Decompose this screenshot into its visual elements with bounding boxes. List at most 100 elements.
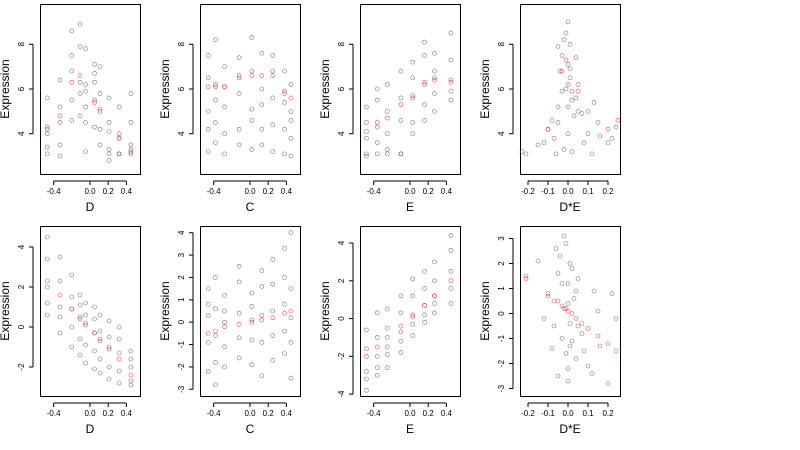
- fitted-point: [83, 322, 88, 328]
- observed-point: [579, 111, 585, 116]
- observed-point: [541, 140, 547, 145]
- observed-point: [364, 388, 369, 393]
- observed-point: [422, 312, 427, 318]
- observed-point: [613, 124, 619, 130]
- y-axis-title: Expression: [0, 59, 12, 118]
- observed-point: [236, 279, 242, 285]
- plot-frame: [520, 226, 621, 397]
- fitted-point: [595, 333, 601, 339]
- observed-point: [83, 104, 88, 110]
- observed-point: [282, 100, 287, 105]
- observed-point: [432, 259, 437, 265]
- y-tick-label: 4: [17, 244, 26, 249]
- observed-point: [77, 302, 83, 308]
- x-axis-title: C: [246, 200, 255, 214]
- observed-point: [57, 314, 63, 320]
- observed-point: [213, 275, 218, 280]
- y-tick-label: -2: [17, 363, 26, 371]
- observed-point: [410, 59, 416, 65]
- y-tick-label: 1: [497, 286, 506, 291]
- x-tick-label: -0.1: [541, 409, 555, 418]
- observed-point: [44, 126, 50, 132]
- observed-point: [213, 37, 218, 43]
- observed-point: [288, 340, 294, 345]
- y-tick-label: 4: [17, 131, 26, 136]
- observed-point: [116, 368, 122, 374]
- observed-point: [555, 373, 561, 379]
- observed-point: [589, 371, 595, 376]
- fitted-point: [205, 84, 211, 90]
- observed-point: [106, 318, 112, 324]
- observed-point: [410, 120, 416, 125]
- x-axis-title: C: [246, 422, 255, 436]
- fitted-point: [585, 109, 591, 114]
- y-axis-title: Expression: [478, 281, 492, 340]
- observed-point: [567, 66, 573, 72]
- observed-point: [448, 269, 454, 274]
- fitted-point: [575, 88, 581, 94]
- observed-point: [213, 360, 218, 365]
- observed-point: [128, 382, 134, 388]
- observed-point: [551, 135, 557, 141]
- y-tick-label: 4: [177, 230, 186, 235]
- observed-point: [609, 291, 615, 296]
- observed-point: [69, 28, 75, 34]
- y-axis-title: Expression: [478, 59, 492, 118]
- fitted-point: [57, 292, 63, 298]
- fitted-point: [92, 100, 97, 105]
- scatter-panel-2-3: -0.4 0.0 0.2 0.4 -4 -2 0 2 4 E Expression: [318, 226, 461, 436]
- observed-point: [106, 334, 112, 340]
- observed-point: [205, 340, 211, 345]
- observed-point: [57, 330, 63, 336]
- observed-point: [77, 314, 83, 320]
- fitted-point: [555, 298, 561, 304]
- fitted-point: [249, 319, 255, 325]
- observed-point: [69, 272, 75, 278]
- observed-point: [270, 53, 276, 58]
- observed-point: [448, 248, 454, 253]
- observed-point: [398, 350, 404, 355]
- observed-point: [573, 288, 579, 294]
- points-layer: [44, 234, 134, 388]
- fitted-point: [410, 93, 416, 99]
- observed-point: [77, 113, 83, 119]
- x-tick-label: -0.4: [207, 187, 221, 196]
- fitted-point: [288, 308, 294, 314]
- observed-point: [605, 140, 611, 145]
- fitted-point: [605, 126, 611, 132]
- observed-point: [422, 82, 427, 87]
- observed-point: [567, 75, 573, 81]
- observed-point: [92, 348, 97, 354]
- observed-point: [573, 95, 579, 101]
- observed-point: [77, 79, 83, 85]
- observed-point: [557, 253, 563, 259]
- points-layer: [205, 230, 294, 388]
- fitted-point: [213, 328, 218, 334]
- observed-point: [259, 126, 265, 132]
- y-tick-label: -1: [497, 334, 506, 342]
- observed-point: [555, 120, 561, 125]
- observed-point: [581, 348, 587, 354]
- x-tick-label: 0.0: [244, 187, 256, 196]
- observed-point: [597, 343, 603, 349]
- observed-point: [128, 149, 134, 154]
- fitted-point: [555, 104, 561, 110]
- observed-point: [259, 50, 265, 56]
- fitted-point: [422, 303, 427, 308]
- y-tick-label: 0: [177, 319, 186, 324]
- plot-frame: [360, 4, 461, 175]
- y-tick-label: -1: [177, 340, 186, 348]
- x-tick-label: -0.1: [541, 187, 555, 196]
- observed-point: [205, 313, 211, 318]
- observed-point: [549, 118, 555, 123]
- fitted-point: [249, 73, 255, 78]
- observed-point: [69, 68, 75, 74]
- observed-point: [448, 301, 454, 306]
- plot-frame: [40, 4, 141, 175]
- fitted-point: [282, 91, 287, 96]
- observed-point: [44, 131, 50, 137]
- observed-point: [595, 308, 601, 314]
- fitted-point: [205, 331, 211, 336]
- observed-point: [384, 109, 390, 114]
- observed-point: [364, 120, 369, 125]
